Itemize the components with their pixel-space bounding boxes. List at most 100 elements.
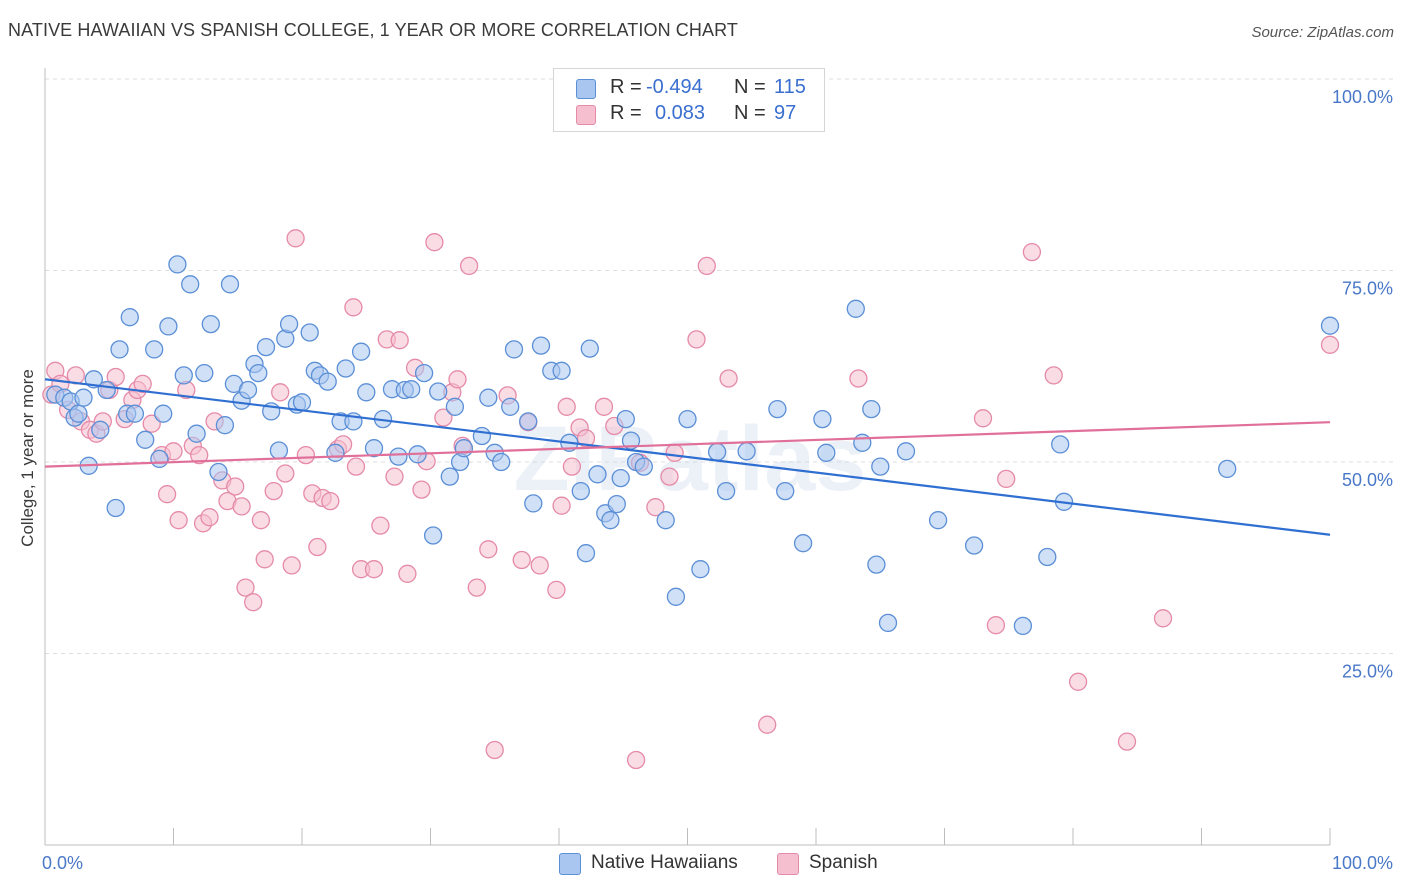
native-hawaiians-point — [292, 393, 312, 412]
bottom-legend-swatch-blue — [559, 853, 581, 875]
y-tick-label: 100.0% — [1332, 87, 1393, 107]
native-hawaiians-point — [611, 468, 630, 488]
legend-n-value: 115 — [774, 76, 806, 98]
spanish-point — [106, 367, 125, 387]
native-hawaiians-point — [125, 404, 145, 423]
spanish-point — [665, 443, 684, 462]
native-hawaiians-point — [279, 314, 299, 334]
legend-box: R = -0.494 N = 115 R = 0.083 N = 97 — [553, 68, 825, 132]
spanish-point — [296, 445, 316, 465]
spanish-point — [552, 496, 571, 515]
spanish-point — [594, 397, 614, 416]
native-hawaiians-point — [871, 457, 890, 476]
native-hawaiians-point — [571, 481, 590, 501]
native-hawaiians-point — [145, 340, 164, 359]
native-hawaiians-point — [215, 416, 235, 435]
native-hawaiians-point — [846, 299, 865, 318]
native-hawaiians-point — [440, 467, 459, 486]
native-hawaiians-point — [364, 439, 384, 458]
native-hawaiians-point — [201, 314, 220, 334]
spanish-point — [512, 550, 531, 570]
native-hawaiians-point — [691, 560, 710, 579]
spanish-point — [390, 331, 409, 350]
y-tick-label: 75.0% — [1342, 279, 1393, 299]
native-hawaiians-point — [402, 380, 421, 399]
spanish-point — [425, 233, 444, 252]
native-hawaiians-point — [853, 433, 872, 452]
legend-swatch-pink — [576, 105, 596, 125]
native-hawaiians-point — [576, 544, 596, 563]
native-hawaiians-point — [519, 412, 538, 431]
native-hawaiians-point — [445, 397, 465, 416]
native-hawaiians-point — [616, 409, 635, 429]
native-hawaiians-point — [120, 308, 139, 327]
native-hawaiians-point — [174, 366, 193, 385]
spanish-point — [308, 537, 327, 557]
native-hawaiians-point — [878, 613, 898, 633]
native-hawaiians-point — [1013, 616, 1033, 636]
spanish-point — [169, 511, 188, 530]
x-tick-label: 100.0% — [1332, 853, 1393, 873]
spanish-point — [286, 229, 305, 248]
source-label: Source: ZipAtlas.com — [1251, 24, 1394, 41]
spanish-point — [485, 740, 504, 760]
spanish-point — [321, 491, 340, 511]
native-hawaiians-point — [454, 439, 474, 458]
spanish-point — [1044, 366, 1063, 385]
native-hawaiians-point — [168, 255, 187, 274]
native-hawaiians-point — [69, 404, 88, 423]
native-hawaiians-point — [707, 442, 727, 462]
native-hawaiians-point — [928, 511, 948, 530]
native-hawaiians-point — [1038, 547, 1057, 567]
spanish-point — [251, 511, 271, 530]
native-hawaiians-point — [531, 336, 551, 355]
native-hawaiians-point — [318, 372, 337, 391]
spanish-point — [1153, 609, 1173, 628]
native-hawaiians-point — [504, 340, 524, 359]
native-hawaiians-point — [150, 449, 169, 469]
native-hawaiians-point — [300, 323, 319, 342]
spanish-point — [562, 457, 582, 476]
spanish-point — [385, 467, 404, 486]
tick-labels: 25.0% 50.0% 75.0% 100.0% 0.0% 100.0% — [42, 87, 1393, 873]
legend-n-value: 97 — [774, 102, 797, 124]
spanish-point — [697, 256, 716, 276]
spanish-point — [282, 556, 301, 575]
native-hawaiians-point — [1320, 316, 1340, 335]
spanish-point — [530, 556, 549, 575]
spanish-point — [371, 516, 390, 535]
legend-swatch-blue — [576, 79, 596, 99]
native-hawaiians-trend-line — [44, 378, 1331, 536]
legend-r-value: 0.083 — [655, 102, 706, 124]
native-hawaiians-point — [964, 536, 984, 555]
native-hawaiians-point — [249, 363, 268, 383]
native-hawaiians-point — [429, 382, 448, 401]
y-tick-label: 25.0% — [1342, 662, 1393, 682]
bottom-legend-label: Native Hawaiians — [591, 852, 738, 873]
native-hawaiians-point — [862, 399, 881, 419]
spanish-point — [557, 397, 576, 416]
spanish-point — [1320, 335, 1340, 354]
native-hawaiians-point — [84, 370, 103, 389]
spanish-point — [1117, 732, 1137, 751]
native-hawaiians-point — [159, 317, 178, 336]
native-hawaiians-point — [580, 339, 599, 358]
native-hawaiians-point — [91, 420, 110, 439]
trend-lines — [44, 378, 1331, 536]
native-hawaiians-point — [716, 481, 736, 501]
native-hawaiians-point — [195, 363, 214, 383]
native-hawaiians-point — [423, 526, 443, 545]
spanish-point — [459, 256, 479, 276]
native-hawaiians-point — [220, 275, 240, 294]
spanish-point — [255, 550, 274, 569]
native-hawaiians-point — [472, 426, 492, 446]
native-hawaiians-point — [187, 424, 206, 443]
spanish-point — [719, 369, 738, 388]
native-hawaiians-point — [1218, 459, 1237, 479]
legend-r-label: R = — [610, 102, 642, 124]
native-hawaiians-point — [524, 494, 543, 513]
spanish-point — [448, 370, 467, 389]
native-hawaiians-point — [238, 380, 258, 400]
spanish-point — [1022, 242, 1042, 262]
